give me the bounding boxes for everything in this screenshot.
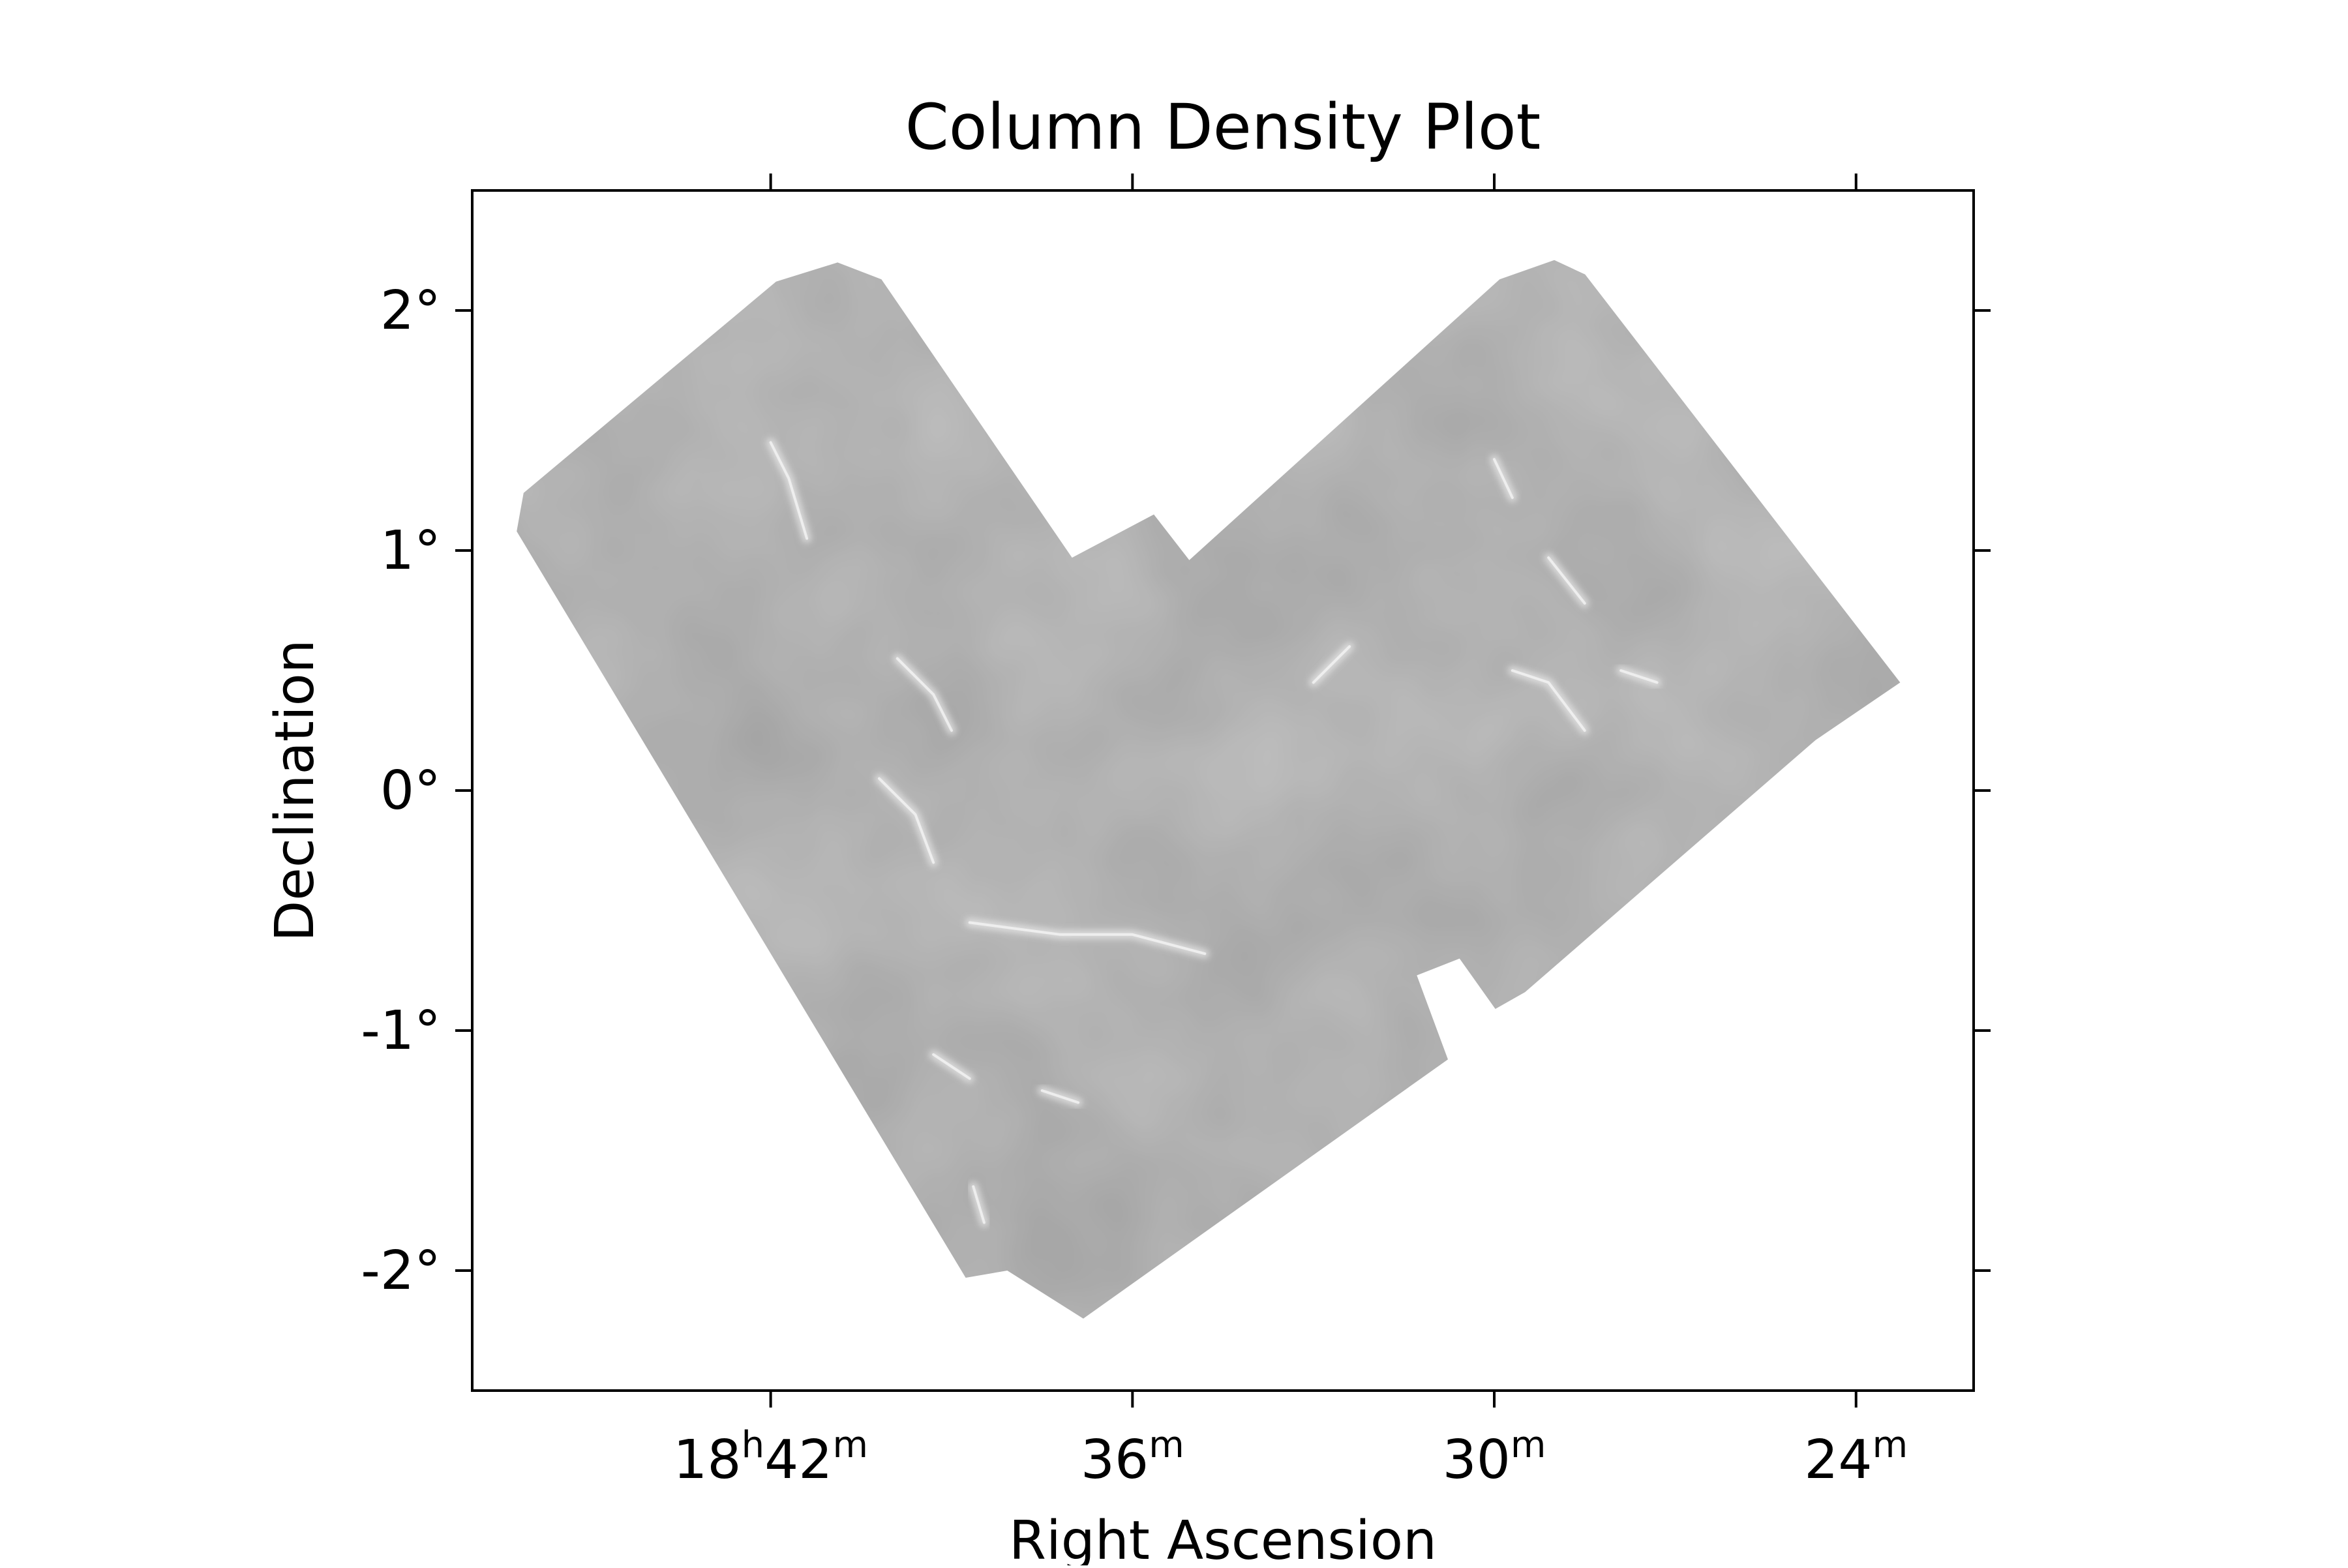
- y-tick-label: -1°: [361, 1000, 441, 1062]
- y-axis-ticks: 2° 1° 0° -1° -2°: [361, 280, 1991, 1302]
- filament: [896, 657, 953, 732]
- filament: [1619, 669, 1659, 684]
- x-axis-label: Right Ascension: [1009, 1510, 1437, 1565]
- x-tick-label: 36m: [1081, 1424, 1184, 1491]
- filament: [1547, 556, 1586, 605]
- filament: [972, 1185, 986, 1224]
- filament: [769, 441, 809, 540]
- y-axis-label: Declination: [264, 639, 326, 942]
- x-axis-ticks: 18h42m 36m 30m 24m: [673, 173, 1908, 1491]
- y-tick-label: -2°: [361, 1240, 441, 1302]
- chart-title: Column Density Plot: [905, 91, 1541, 164]
- density-noise: [517, 260, 1901, 1319]
- filament: [1312, 645, 1351, 684]
- y-tick-label: 1°: [380, 520, 441, 582]
- filament: [878, 777, 935, 864]
- x-tick-label: 30m: [1443, 1424, 1546, 1491]
- y-tick-label: 0°: [380, 760, 441, 822]
- x-tick-label: 24m: [1804, 1424, 1908, 1491]
- density-texture: [517, 260, 1901, 1319]
- filament: [1493, 458, 1514, 499]
- filament: [1511, 669, 1586, 732]
- filament: [932, 1053, 971, 1080]
- filament: [1040, 1089, 1080, 1104]
- plot-area: [517, 260, 1901, 1319]
- y-tick-label: 2°: [380, 280, 441, 342]
- x-tick-label: 18h42m: [673, 1424, 868, 1491]
- filament: [968, 921, 1207, 956]
